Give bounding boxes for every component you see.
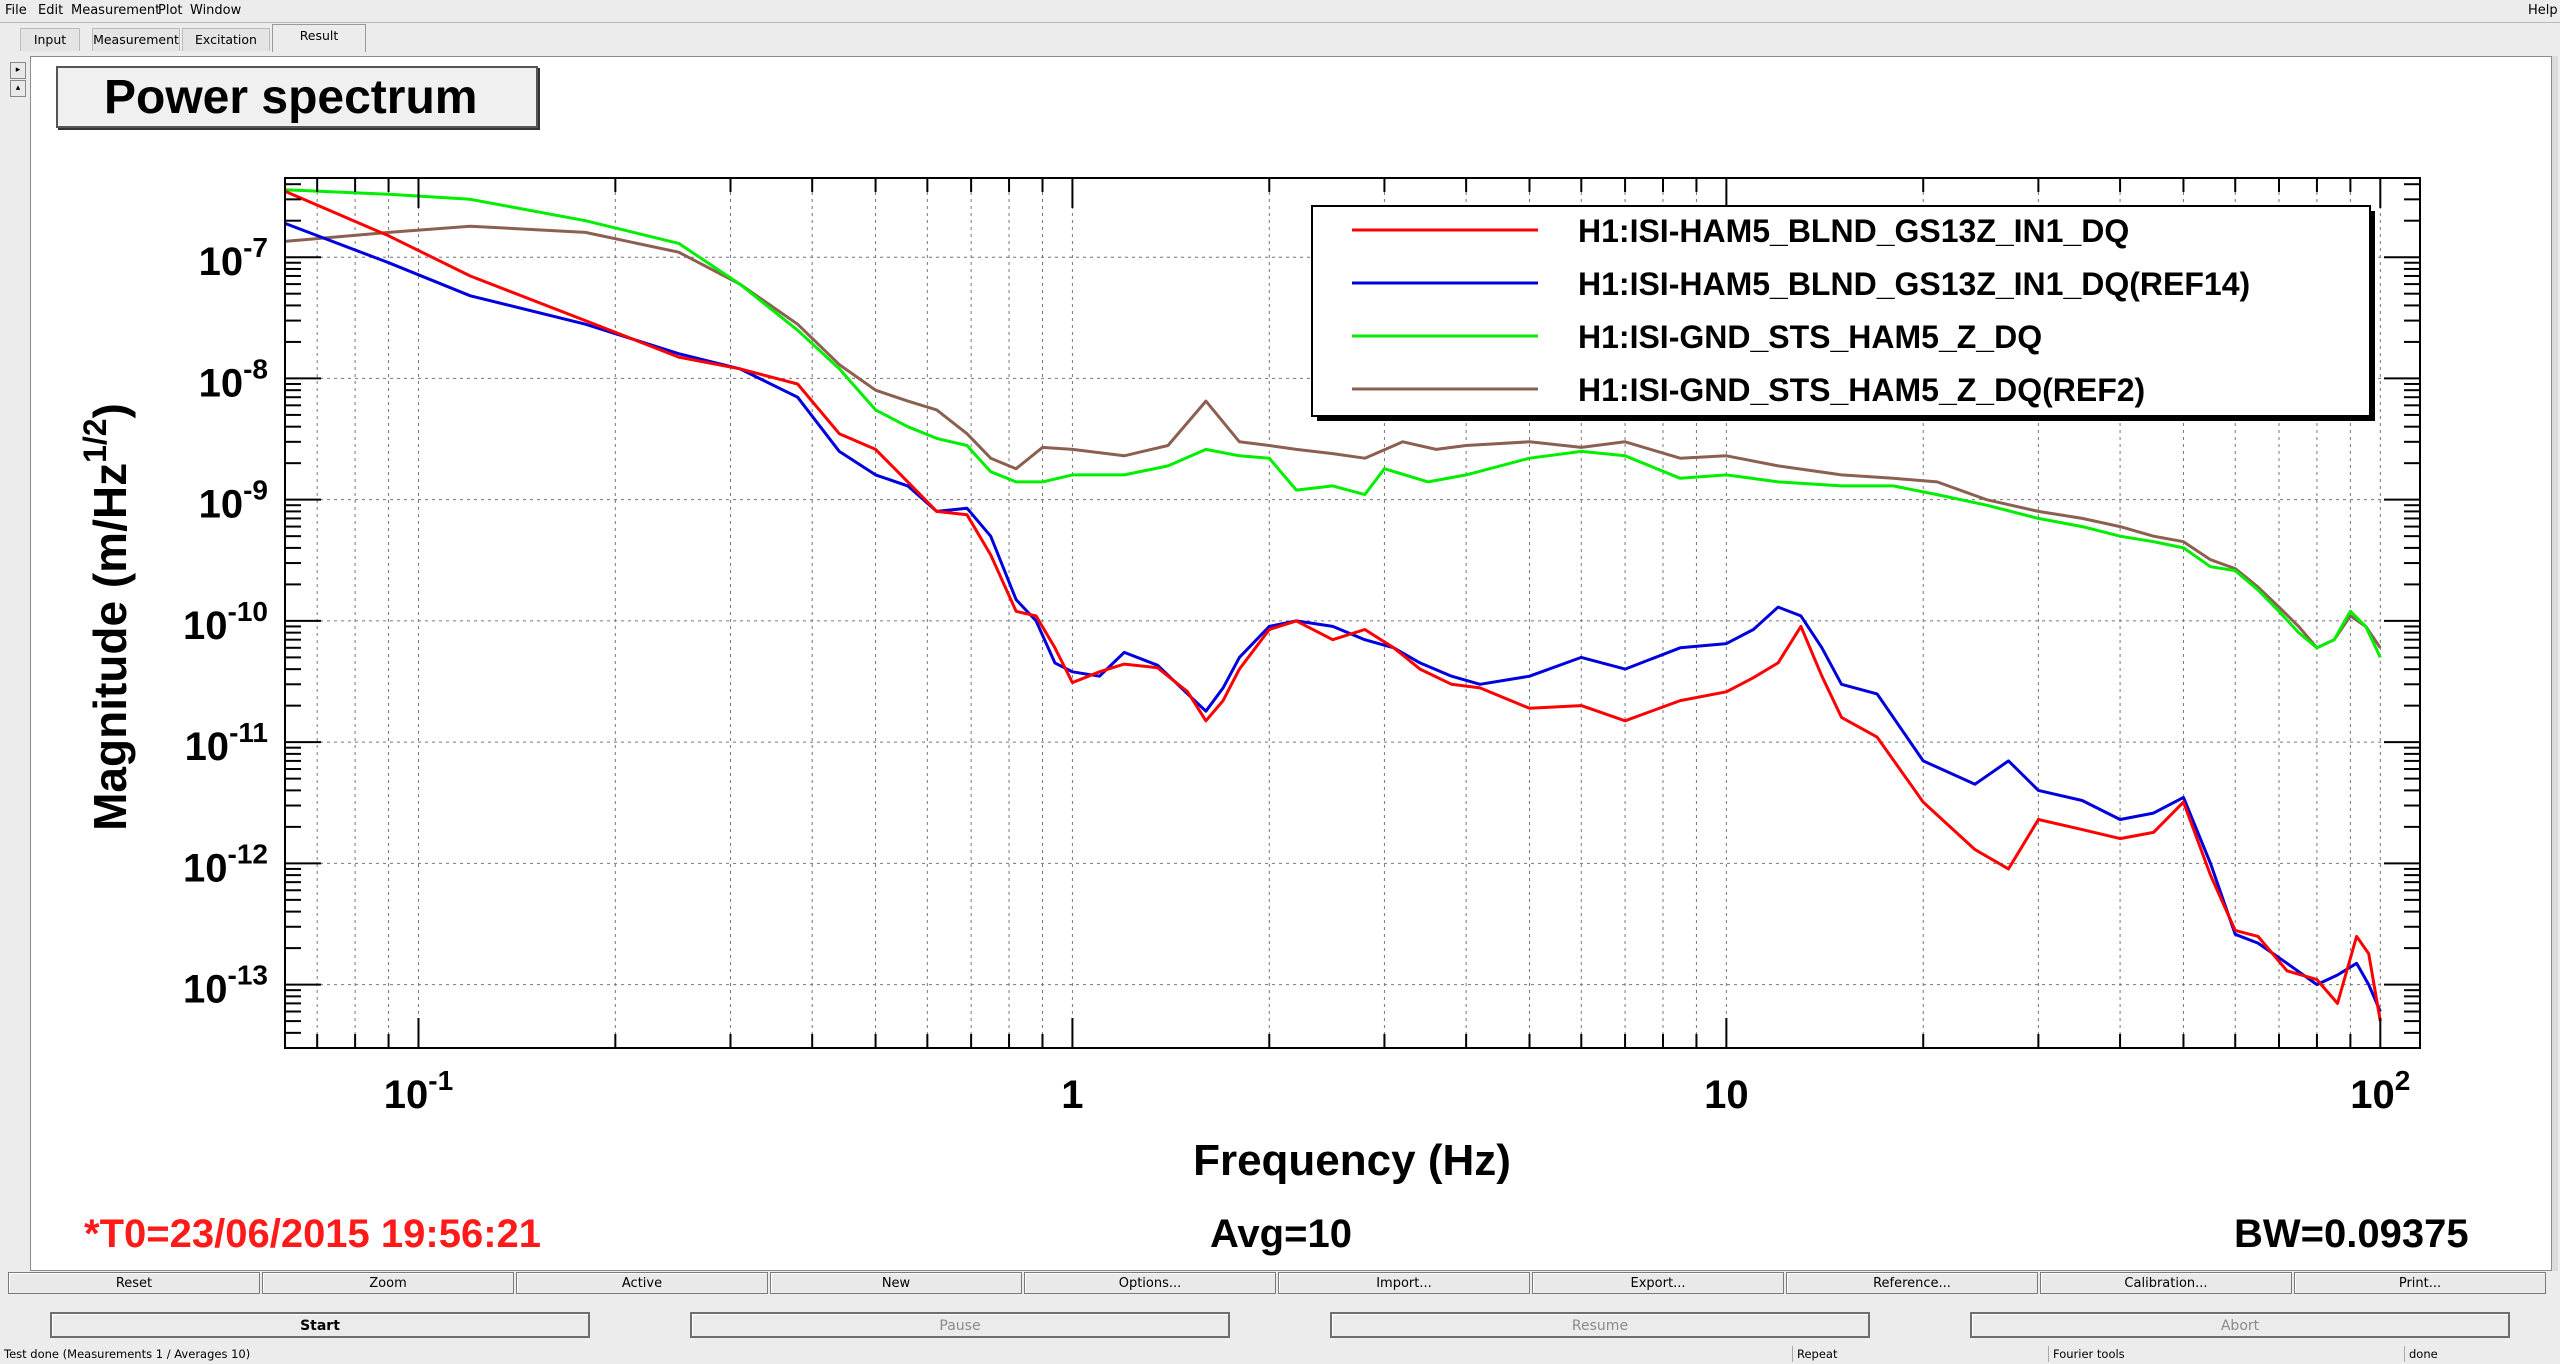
y-tick-label: 10-12 (183, 838, 268, 890)
expand-right-icon[interactable]: ▸ (10, 62, 26, 79)
tab-result[interactable]: Result (272, 24, 366, 52)
series-line-0 (284, 189, 2382, 1022)
status-message: Test done (Measurements 1 / Averages 10) (4, 1347, 251, 1361)
measurement-controls: Start Pause Resume Abort (0, 1312, 2560, 1340)
x-axis-label: Frequency (Hz) (1193, 1136, 1511, 1185)
pause-button[interactable]: Pause (690, 1312, 1230, 1338)
x-tick-label: 10 (1704, 1073, 1749, 1117)
y-axis-label: Magnitude (m/Hz1/2) (77, 403, 136, 831)
y-tick-label: 10-10 (183, 596, 268, 648)
toolbar-zoom-button[interactable]: Zoom (262, 1272, 514, 1294)
toolbar-reference-button[interactable]: Reference... (1786, 1272, 2038, 1294)
toolbar-print-button[interactable]: Print... (2294, 1272, 2546, 1294)
menu-plot[interactable]: Plot (158, 3, 183, 18)
toolbar-new-button[interactable]: New (770, 1272, 1022, 1294)
status-repeat: Repeat (1792, 1346, 1837, 1362)
tab-measurement[interactable]: Measurement (92, 28, 180, 51)
resume-button[interactable]: Resume (1330, 1312, 1870, 1338)
legend-label: H1:ISI-HAM5_BLND_GS13Z_IN1_DQ(REF14) (1578, 266, 2250, 302)
averages-label: Avg=10 (1210, 1212, 1352, 1256)
tab-excitation[interactable]: Excitation (182, 28, 270, 51)
status-tools: Fourier tools (2048, 1346, 2125, 1362)
x-tick-label: 10-1 (384, 1065, 453, 1117)
toolbar-export-button[interactable]: Export... (1532, 1272, 1784, 1294)
x-tick-label: 102 (2350, 1065, 2410, 1117)
chart-series (284, 188, 2382, 1022)
status-bar: Test done (Measurements 1 / Averages 10)… (0, 1344, 2560, 1364)
status-state: done (2404, 1346, 2438, 1362)
chart-legend: H1:ISI-HAM5_BLND_GS13Z_IN1_DQ H1:ISI-HAM5… (1311, 205, 2375, 421)
y-tick-label: 10-13 (183, 960, 268, 1012)
legend-label: H1:ISI-GND_STS_HAM5_Z_DQ (1578, 319, 2042, 355)
x-tick-label: 1 (1061, 1073, 1083, 1117)
tab-input[interactable]: Input (20, 28, 80, 51)
series-line-2 (284, 188, 2382, 659)
legend-label: H1:ISI-GND_STS_HAM5_Z_DQ(REF2) (1578, 372, 2145, 408)
abort-button[interactable]: Abort (1970, 1312, 2510, 1338)
menu-help[interactable]: Help (2528, 3, 2558, 18)
series-line-3 (284, 224, 2382, 650)
menu-measurement[interactable]: Measurement (71, 3, 161, 18)
toolbar-calibration-button[interactable]: Calibration... (2040, 1272, 2292, 1294)
menu-file[interactable]: File (5, 3, 27, 18)
spectrum-chart[interactable]: 10-1 1 10 10210-710-810-910-1010-1110-1210-… (0, 0, 2560, 1272)
y-tick-label: 10-8 (199, 353, 268, 405)
y-tick-label: 10-9 (199, 475, 268, 527)
plot-title: Power spectrum (104, 71, 478, 124)
toolbar-import-button[interactable]: Import... (1278, 1272, 1530, 1294)
start-time-label: *T0=23/06/2015 19:56:21 (84, 1212, 542, 1256)
start-button[interactable]: Start (50, 1312, 590, 1338)
menu-window[interactable]: Window (190, 3, 242, 18)
bandwidth-label: BW=0.09375 (2234, 1212, 2469, 1256)
collapse-up-icon[interactable]: ▴ (10, 80, 26, 97)
plot-toolbar: Reset Zoom Active New Options... Import... Exp… (0, 1272, 2560, 1296)
toolbar-options-button[interactable]: Options... (1024, 1272, 1276, 1294)
plot-title-box: Power spectrum (56, 66, 538, 128)
y-tick-label: 10-11 (185, 717, 268, 769)
menu-bar: File Edit Measurement Plot Window Help (0, 0, 2560, 23)
toolbar-reset-button[interactable]: Reset (8, 1272, 260, 1294)
menu-edit[interactable]: Edit (38, 3, 64, 18)
legend-label: H1:ISI-HAM5_BLND_GS13Z_IN1_DQ (1578, 213, 2129, 249)
vertical-scrollbar[interactable] (2552, 56, 2558, 1271)
toolbar-active-button[interactable]: Active (516, 1272, 768, 1294)
tab-bar: Input Measurement Excitation Result (0, 24, 2560, 52)
y-tick-label: 10-7 (199, 232, 268, 284)
legend-box (1311, 205, 2371, 417)
plot-frame (284, 177, 2421, 1049)
